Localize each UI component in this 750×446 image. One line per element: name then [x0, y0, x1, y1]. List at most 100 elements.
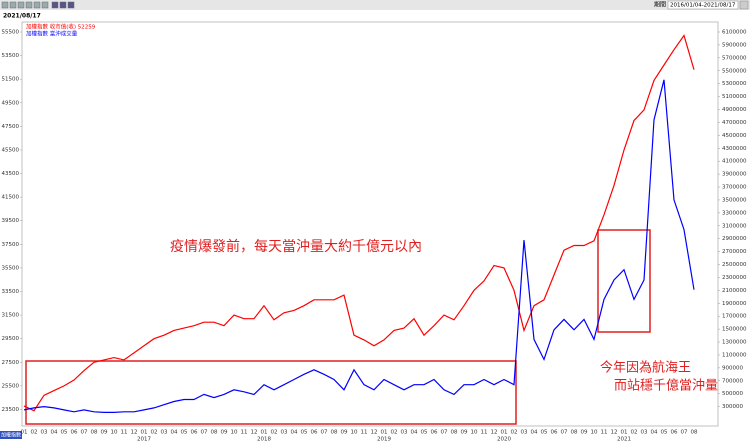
y2-tick-label: 5900000	[722, 42, 747, 48]
y-tick-label: 39500	[2, 218, 20, 224]
x-tick-label: 12	[251, 430, 258, 436]
legend-entry: 加權指數 收市值(收) 52259	[26, 23, 96, 31]
tool-icon[interactable]	[17, 1, 25, 9]
x-tick-label: 02	[31, 430, 38, 436]
series-line	[23, 34, 695, 412]
y2-tick-label: 900000	[722, 365, 743, 371]
y2-tick-label: 3700000	[722, 185, 747, 191]
y-tick-label: 43500	[2, 171, 20, 177]
annotation: 今年因為航海王	[600, 360, 691, 376]
x-tick-label: 02	[391, 430, 398, 436]
period-name: 期間	[654, 1, 666, 9]
y2-tick-label: 4900000	[722, 107, 747, 113]
x-tick-label: 06	[71, 430, 78, 436]
y-tick-label: 53500	[2, 53, 20, 59]
y2-tick-label: 500000	[722, 391, 743, 397]
y-tick-label: 49500	[2, 100, 20, 106]
annotation: 而站穩千億當沖量	[614, 378, 718, 394]
x-tick-label: 02	[631, 430, 638, 436]
x-tick-label: 03	[401, 430, 408, 436]
x-tick-label: 06	[311, 430, 318, 436]
y2-tick-label: 1300000	[722, 340, 747, 346]
x-tick-label: 09	[341, 430, 348, 436]
x-tick-label: 10	[231, 430, 238, 436]
x-tick-label: 03	[521, 430, 528, 436]
y-tick-label: 23500	[2, 407, 20, 413]
x-tick-label: 06	[551, 430, 558, 436]
x-tick-label: 12	[371, 430, 378, 436]
y-tick-label: 55500	[2, 30, 20, 36]
x-tick-label: 12	[611, 430, 618, 436]
x-tick-label: 06	[431, 430, 438, 436]
x-tick-label: 04	[51, 430, 58, 436]
x-tick-label: 08	[691, 430, 698, 436]
x-tick-label: 04	[171, 430, 178, 436]
x-tick-label: 05	[541, 430, 548, 436]
tool-icon[interactable]	[25, 1, 33, 9]
tool-icon[interactable]	[33, 1, 41, 9]
x-tick-label: 05	[301, 430, 308, 436]
y2-tick-label: 3100000	[722, 223, 747, 229]
y-tick-label: 37500	[2, 242, 20, 248]
toolbar-icons[interactable]	[1, 1, 75, 9]
y2-tick-label: 5500000	[722, 68, 747, 74]
y2-tick-label: 1900000	[722, 301, 747, 307]
period-button[interactable]	[739, 0, 749, 10]
x-tick-label: 07	[201, 430, 208, 436]
y2-tick-label: 5300000	[722, 81, 747, 87]
highlight-box	[25, 360, 517, 425]
period-input[interactable]	[667, 0, 739, 10]
tool-icon[interactable]	[41, 1, 49, 9]
plot-frame	[21, 21, 719, 427]
corner-label: 加權指數	[1, 432, 21, 439]
y2-tick-label: 5100000	[722, 94, 747, 100]
x-tick-label: 05	[61, 430, 68, 436]
y-tick-label: 35500	[2, 265, 20, 271]
x-tick-label: 02	[151, 430, 158, 436]
y2-tick-label: 3500000	[722, 197, 747, 203]
y2-tick-label: 2500000	[722, 262, 747, 268]
y-tick-label: 47500	[2, 124, 20, 130]
x-tick-label: 12	[491, 430, 498, 436]
x-tick-label: 06	[671, 430, 678, 436]
x-tick-label: 05	[181, 430, 188, 436]
tool-icon[interactable]	[67, 1, 75, 9]
x-tick-label: 02	[271, 430, 278, 436]
x-tick-label: 01	[21, 430, 28, 436]
x-tick-label: 03	[41, 430, 48, 436]
x-tick-label: 11	[601, 430, 608, 436]
x-tick-label: 10	[111, 430, 118, 436]
x-tick-label: 11	[361, 430, 368, 436]
y2-tick-label: 4500000	[722, 133, 747, 139]
x-tick-label: 04	[531, 430, 538, 436]
x-tick-label: 04	[651, 430, 658, 436]
y-tick-label: 31500	[2, 313, 20, 319]
tool-icon[interactable]	[9, 1, 17, 9]
y2-tick-label: 6100000	[722, 30, 747, 36]
tool-icon[interactable]	[51, 1, 59, 9]
y2-tick-label: 2100000	[722, 288, 747, 294]
period-value[interactable]: 2016/01/04-2021/08/17	[670, 3, 736, 9]
x-tick-label: 10	[471, 430, 478, 436]
tool-icon[interactable]	[1, 1, 9, 9]
tool-icon[interactable]	[59, 1, 67, 9]
y2-tick-label: 300000	[722, 404, 743, 410]
x-tick-label: 07	[681, 430, 688, 436]
y2-tick-label: 2700000	[722, 249, 747, 255]
y2-tick-label: 4300000	[722, 146, 747, 152]
x-tick-label: 08	[331, 430, 338, 436]
x-tick-label: 09	[221, 430, 228, 436]
x-tick-label: 03	[641, 430, 648, 436]
x-tick-label: 10	[591, 430, 598, 436]
y2-tick-label: 5700000	[722, 55, 747, 61]
x-tick-label: 11	[121, 430, 128, 436]
y2-tick-label: 2300000	[722, 275, 747, 281]
y-tick-label: 29500	[2, 336, 20, 342]
x-tick-label: 07	[441, 430, 448, 436]
y2-tick-label: 1100000	[722, 352, 747, 358]
x-tick-label: 02	[511, 430, 518, 436]
x-tick-label: 09	[101, 430, 108, 436]
corner-badge	[0, 431, 22, 439]
x-tick-label: 07	[561, 430, 568, 436]
